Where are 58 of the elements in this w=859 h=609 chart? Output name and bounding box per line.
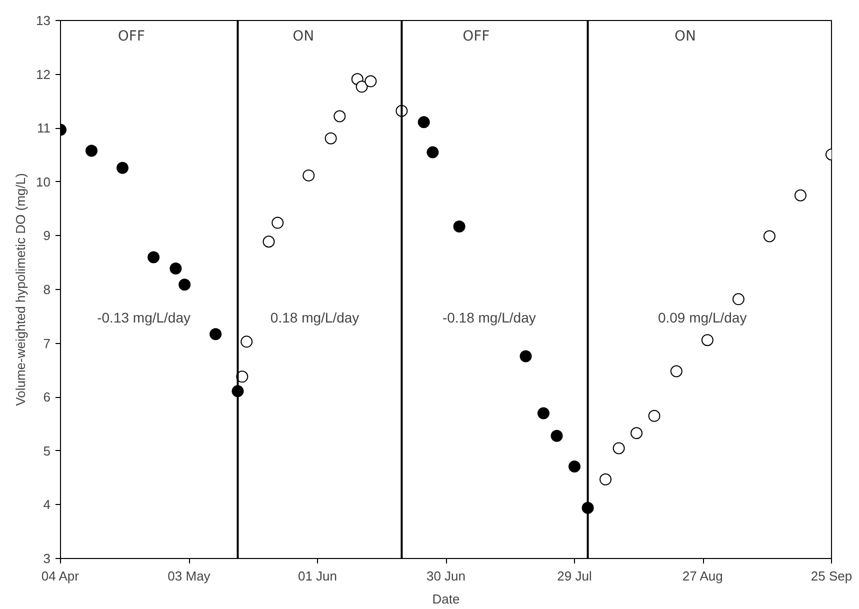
point <box>210 328 222 340</box>
point <box>240 336 253 348</box>
y-tick-label: 7 <box>43 336 51 351</box>
y-tick-label: 13 <box>36 13 51 28</box>
y-axis-title: Volume-weighted hypolimetic DO (mg/L) <box>13 173 28 406</box>
y-tick-label: 8 <box>43 282 51 297</box>
point <box>302 169 315 182</box>
point <box>568 460 580 472</box>
x-tick-label: 01 Jun <box>298 568 338 584</box>
point <box>520 350 532 362</box>
point <box>600 473 612 486</box>
point <box>148 251 160 264</box>
y-tick-label: 9 <box>43 228 51 244</box>
point <box>550 430 563 442</box>
point <box>630 427 643 440</box>
point <box>364 75 377 88</box>
point <box>453 220 466 233</box>
point <box>272 216 284 229</box>
point <box>324 132 337 144</box>
y-tick-label: 3 <box>43 551 51 566</box>
point <box>418 116 430 128</box>
point <box>612 442 625 454</box>
x-tick-label: 25 Sep <box>810 568 852 584</box>
annotation: -0.18 mg/L/day <box>442 309 536 326</box>
x-tick-label: 29 Jul <box>557 568 592 584</box>
point <box>537 407 550 420</box>
annotation: ON <box>674 28 696 45</box>
x-tick-label: 27 Aug <box>682 568 723 584</box>
x-tick-label: 04 Apr <box>41 568 80 584</box>
point <box>178 278 191 291</box>
y-tick-label: 5 <box>43 443 51 458</box>
annotation: -0.13 mg/L/day <box>97 309 190 326</box>
y-tick-label: 10 <box>36 174 51 190</box>
x-tick-label: 30 Jun <box>426 568 466 584</box>
point <box>426 146 439 158</box>
annotation: 0.09 mg/L/day <box>658 309 747 326</box>
x-tick-label: 03 May <box>168 568 211 584</box>
point <box>262 236 275 248</box>
point <box>648 410 660 422</box>
point <box>170 262 182 275</box>
point <box>334 110 346 122</box>
point <box>701 334 714 346</box>
point <box>116 162 129 174</box>
point <box>86 144 98 157</box>
point <box>670 365 682 378</box>
point <box>732 293 744 306</box>
point <box>763 230 776 242</box>
annotation: OFF <box>118 28 145 45</box>
point <box>356 80 368 93</box>
y-tick-label: 11 <box>37 120 51 136</box>
annotation: 0.18 mg/L/day <box>270 309 360 326</box>
annotation: OFF <box>462 28 490 45</box>
y-tick-label: 12 <box>36 66 51 82</box>
y-tick-label: 6 <box>43 390 51 405</box>
annotation: ON <box>292 28 314 45</box>
x-axis-title: Date <box>432 592 460 606</box>
point <box>794 189 806 202</box>
y-tick-label: 4 <box>43 497 51 512</box>
